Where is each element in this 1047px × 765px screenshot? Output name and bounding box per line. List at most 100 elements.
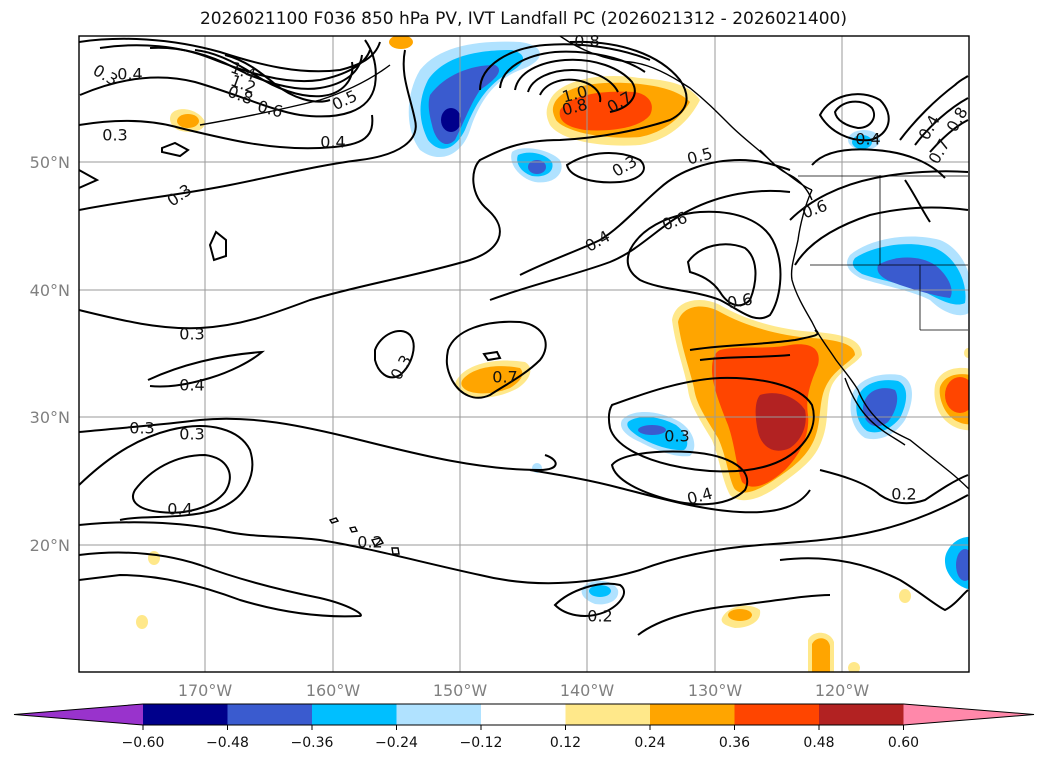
- contour-line: [208, 230, 227, 262]
- colorbar-tick-label: 0.12: [550, 735, 581, 751]
- contour-line: [833, 100, 876, 130]
- hawaii-islands: [328, 517, 400, 555]
- map-frame: [78, 35, 970, 673]
- negative-anomaly-core: [589, 585, 611, 597]
- lon-label-160w: 160°W: [306, 681, 361, 700]
- contour-label: 0.2: [891, 485, 916, 504]
- positive-anomaly-region: [461, 366, 523, 394]
- lon-label-140w: 140°W: [560, 681, 615, 700]
- colorbar-segment: [227, 704, 313, 725]
- colorbar-tick-label: −0.12: [460, 735, 503, 751]
- contour-line: [904, 179, 931, 223]
- negative-anomaly-core: [638, 425, 666, 435]
- contour-line: [79, 169, 100, 189]
- contour-label: 0.6: [726, 289, 754, 312]
- contour-label: 0.4: [582, 227, 614, 256]
- positive-anomaly-core: [177, 114, 199, 128]
- colorbar-extend-min: [14, 704, 143, 725]
- contour-line: [794, 206, 969, 266]
- colorbar-extend-max: [903, 704, 1034, 725]
- contour-line: [445, 320, 547, 399]
- lon-label-150w: 150°W: [433, 681, 488, 700]
- state-border: [810, 175, 968, 331]
- colorbar-tick-label: 0.36: [719, 735, 750, 751]
- colorbar-tick-label: −0.48: [206, 735, 249, 751]
- latitude-labels: 50°N 40°N 30°N 20°N: [30, 153, 70, 555]
- contour-line: [818, 93, 890, 142]
- contour-label: 0.8: [943, 104, 972, 136]
- contour-line: [514, 58, 636, 113]
- contour-line: [914, 97, 969, 146]
- positive-anomaly-dot: [389, 36, 413, 49]
- contour-line: [565, 152, 645, 184]
- contour-line: [811, 148, 946, 179]
- contour-line: [79, 494, 969, 585]
- coastlines: [199, 36, 969, 555]
- contour-line: [489, 189, 791, 301]
- negative-anomaly-core: [528, 160, 546, 174]
- contour-label: 0.5: [685, 144, 715, 169]
- contour-line: [689, 329, 819, 351]
- baja-coastline: [844, 377, 906, 446]
- contour-label: 0.4: [320, 133, 345, 152]
- contour-label: 0.3: [129, 419, 154, 438]
- contour-line: [132, 453, 231, 514]
- colorbar-segment: [565, 704, 651, 725]
- colorbar-segment: [396, 704, 482, 725]
- contour-line: [527, 68, 619, 93]
- lon-label-130w: 130°W: [688, 681, 743, 700]
- positive-anomaly-dot: [136, 615, 148, 629]
- contour-label: 0.4: [117, 65, 142, 84]
- contour-line: [529, 469, 811, 514]
- colorbar-segment: [650, 704, 736, 725]
- shaded-pc-field: [136, 36, 969, 672]
- contour-line: [482, 350, 502, 362]
- positive-anomaly-core: [755, 393, 806, 451]
- contour-label: 0.2: [357, 533, 382, 552]
- contour-label: 0.4: [179, 376, 204, 395]
- negative-anomaly-core: [441, 108, 461, 132]
- bc-coastline: [759, 149, 813, 201]
- contour-line: [553, 582, 625, 617]
- negative-anomaly-region: [877, 257, 952, 298]
- contour-line: [539, 78, 602, 103]
- positive-anomaly-dot: [899, 589, 911, 603]
- contour-label: 0.8: [574, 32, 599, 51]
- pv-contours: [79, 37, 969, 636]
- colorbar-tick-label: −0.24: [375, 735, 418, 751]
- contour-line: [899, 75, 969, 141]
- contour-line: [374, 330, 415, 379]
- colorbar-segment: [481, 704, 567, 725]
- negative-anomaly-core: [956, 549, 969, 581]
- lat-label-50n: 50°N: [30, 153, 70, 172]
- contour-line: [79, 49, 417, 211]
- contour-line: [699, 354, 791, 361]
- contour-line: [147, 350, 266, 388]
- contour-label: 0.7: [492, 368, 517, 387]
- contour-label: 0.3: [179, 425, 204, 444]
- positive-anomaly-dot: [964, 348, 969, 358]
- contour-line: [79, 40, 688, 330]
- lon-label-170w: 170°W: [178, 681, 233, 700]
- contour-line: [637, 594, 831, 636]
- positive-anomaly-dot: [148, 551, 160, 565]
- positive-anomaly-region: [559, 91, 652, 131]
- lat-label-20n: 20°N: [30, 536, 70, 555]
- lat-label-30n: 30°N: [30, 408, 70, 427]
- contour-line: [929, 119, 969, 153]
- contour-line: [519, 158, 791, 276]
- contour-line: [79, 425, 254, 521]
- colorbar-tick-label: 0.48: [803, 735, 834, 751]
- contour-label: 0.6: [256, 97, 286, 122]
- positive-anomaly-core: [945, 377, 969, 413]
- colorbar-segment: [312, 704, 398, 725]
- negative-anomaly-dot: [852, 135, 872, 149]
- colorbar-tick-label: −0.36: [291, 735, 334, 751]
- contour-line: [626, 210, 782, 320]
- contour-line: [79, 39, 377, 118]
- contour-label: 0.3: [179, 325, 204, 344]
- contour-label: 0.3: [609, 152, 641, 181]
- lat-label-40n: 40°N: [30, 281, 70, 300]
- positive-anomaly-core: [728, 609, 752, 621]
